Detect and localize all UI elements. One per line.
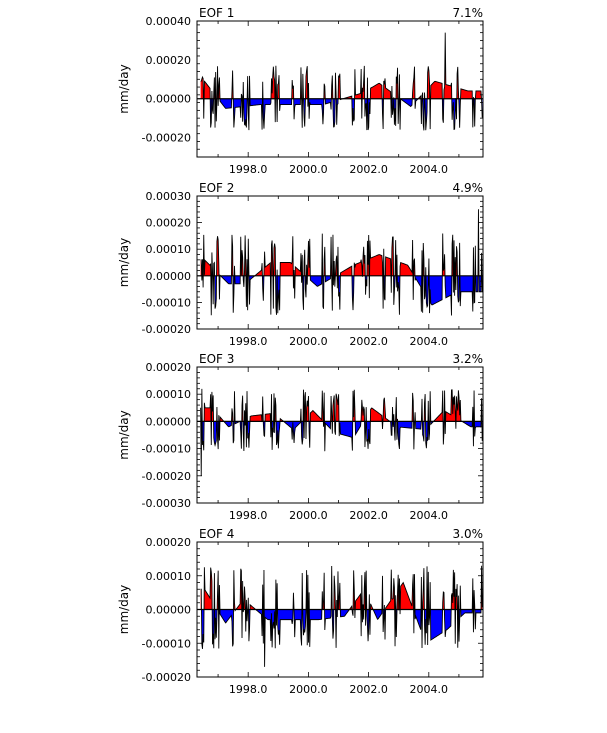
panel-title: EOF 3 [199,352,234,366]
variance-label: 3.0% [453,527,484,541]
series-line [200,32,483,131]
x-tick-label: 2000.0 [289,509,328,522]
x-tick-label: 2000.0 [289,683,328,696]
y-tick-label: 0.00020 [146,361,192,374]
x-tick-label: 2004.0 [410,509,449,522]
y-axis-label: mm/day [117,585,131,635]
y-tick-label: 0.00020 [146,217,192,230]
y-tick-label: 0.00040 [146,15,192,28]
x-tick-label: 1998.0 [229,163,268,176]
y-tick-label: 0.00000 [146,604,192,617]
y-tick-label: 0.00010 [146,388,192,401]
variance-label: 7.1% [453,6,484,20]
plot-frame [196,366,484,504]
y-tick-label: 0.00020 [146,536,192,549]
plot-frame [196,20,484,158]
panel-title: EOF 1 [199,6,234,20]
x-tick-label: 2002.0 [349,163,388,176]
eof-panel-3: -0.00030 -0.00020 -0.00010 0.00000 0.00010 0.… [117,352,484,522]
series-line [200,565,483,667]
y-tick-label: 0.00010 [146,570,192,583]
y-axis-label: mm/day [117,410,131,460]
y-tick-label: -0.00010 [142,443,191,456]
series-line [200,209,483,316]
negative-area [200,421,483,476]
y-tick-label: 0.00000 [146,270,192,283]
y-axis-label: mm/day [117,238,131,288]
x-tick-label: 2004.0 [410,335,449,348]
negative-area [201,609,482,667]
y-tick-label: 0.00020 [146,54,192,67]
x-tick-label: 2002.0 [349,683,388,696]
y-tick-label: -0.00020 [142,132,191,145]
y-tick-label: 0.00030 [146,190,192,203]
x-tick-label: 2002.0 [349,509,388,522]
variance-label: 4.9% [453,181,484,195]
x-tick-label: 2004.0 [410,683,449,696]
panel-title: EOF 4 [199,527,234,541]
panel-title: EOF 2 [199,181,234,195]
series-line [200,388,483,476]
x-tick-label: 1998.0 [229,683,268,696]
y-tick-label: -0.00010 [142,637,191,650]
y-tick-label: -0.00030 [142,497,191,510]
y-axis-label: mm/day [117,64,131,114]
y-tick-label: 0.00000 [146,415,192,428]
y-tick-label: 0.00010 [146,243,192,256]
eof-panel-2: -0.00020 -0.00010 0.00000 0.00010 0.00020 0.0… [117,181,484,348]
y-tick-label: -0.00020 [142,323,191,336]
x-tick-label: 1998.0 [229,509,268,522]
x-tick-label: 1998.0 [229,335,268,348]
negative-area [201,275,483,316]
x-tick-label: 2004.0 [410,163,449,176]
positive-area [200,565,483,610]
x-tick-label: 2000.0 [289,163,328,176]
x-tick-label: 2000.0 [289,335,328,348]
y-tick-label: 0.00000 [146,93,192,106]
x-tick-label: 2002.0 [349,335,388,348]
positive-area [200,388,482,422]
plot-frame [196,195,484,330]
y-tick-label: -0.00020 [142,470,191,483]
variance-label: 3.2% [453,352,484,366]
y-tick-label: -0.00010 [142,296,191,309]
eof-panel-1: -0.00020 0.00000 0.00020 0.00040 1998.0 2000.… [117,6,484,176]
eof-panel-4: -0.00020 -0.00010 0.00000 0.00010 0.00020 199… [117,527,484,696]
y-tick-label: -0.00020 [142,671,191,684]
